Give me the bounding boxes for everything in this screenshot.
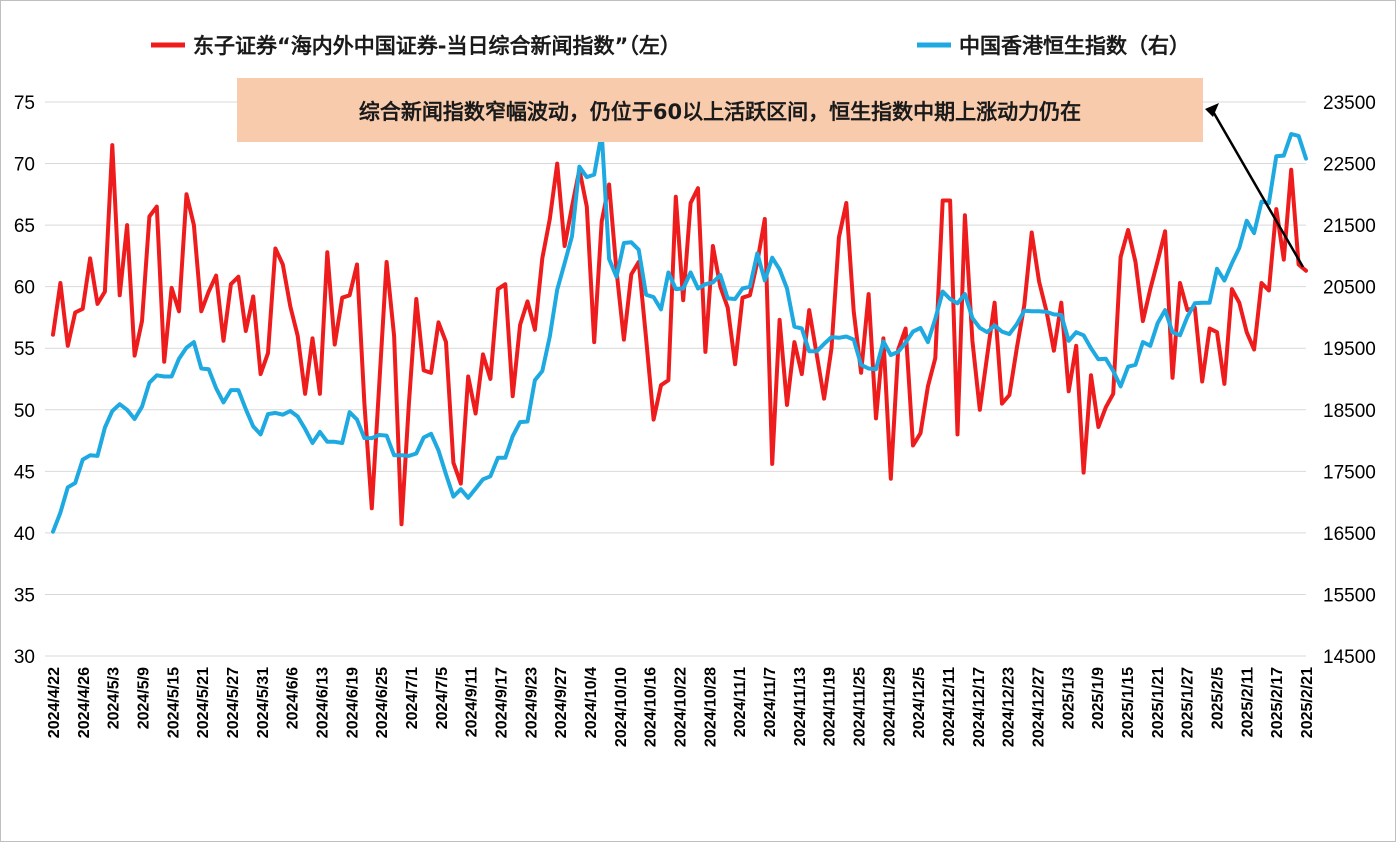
series-lines — [51, 130, 1308, 534]
x-tick-label: 2024/5/31 — [255, 667, 272, 738]
right-tick-label: 23500 — [1323, 93, 1376, 114]
x-tick-label: 2024/10/16 — [643, 667, 660, 747]
x-tick-label: 2024/6/25 — [374, 667, 391, 738]
x-tick-label: 2024/11/29 — [881, 667, 898, 746]
x-tick-label: 2025/1/27 — [1180, 667, 1197, 738]
left-axis: 30 35 40 45 50 55 60 65 70 75 — [14, 93, 35, 668]
x-tick-label: 2025/1/9 — [1090, 667, 1107, 729]
x-tick-label: 2024/12/27 — [1031, 667, 1048, 747]
x-tick-label: 2024/4/22 — [46, 667, 63, 738]
annotation: 综合新闻指数窄幅波动，仍位于60以上活跃区间，恒生指数中期上涨动力仍在 — [237, 78, 1305, 268]
left-tick-label: 60 — [14, 278, 35, 299]
x-tick-label: 2024/11/19 — [822, 667, 839, 746]
left-tick-label: 45 — [14, 462, 35, 483]
x-tick-label: 2024/10/4 — [583, 667, 600, 738]
left-tick-label: 30 — [14, 647, 35, 668]
x-tick-label: 2024/6/19 — [344, 667, 361, 738]
x-tick-label: 2024/9/27 — [553, 667, 570, 738]
x-tick-label: 2025/2/5 — [1210, 667, 1227, 729]
x-tick-label: 2024/11/1 — [732, 667, 749, 737]
x-tick-label: 2024/10/22 — [673, 667, 690, 747]
x-tick-label: 2024/5/3 — [106, 667, 123, 729]
right-tick-label: 20500 — [1323, 278, 1376, 299]
x-tick-label: 2024/10/28 — [702, 667, 719, 747]
left-tick-label: 65 — [14, 216, 35, 237]
x-tick-label: 2024/5/21 — [195, 667, 212, 738]
x-tick-label: 2025/1/21 — [1150, 667, 1167, 738]
x-tick-label: 2024/9/11 — [464, 667, 481, 737]
left-tick-label: 75 — [14, 93, 35, 114]
x-tick-label: 2024/12/11 — [941, 667, 958, 746]
x-tick-label: 2024/11/25 — [852, 667, 869, 746]
x-tick-label: 2024/5/15 — [165, 667, 182, 738]
x-tick-label: 2024/9/17 — [494, 667, 511, 738]
right-tick-label: 14500 — [1323, 647, 1376, 668]
x-tick-label: 2025/1/3 — [1060, 667, 1077, 729]
left-tick-label: 40 — [14, 524, 35, 545]
series-line-news-index — [51, 143, 1308, 527]
right-tick-label: 18500 — [1323, 401, 1376, 422]
right-tick-label: 22500 — [1323, 155, 1376, 176]
right-tick-label: 16500 — [1323, 524, 1376, 545]
annotation-arrow-head — [1205, 103, 1219, 117]
right-tick-label: 17500 — [1323, 462, 1376, 483]
x-tick-label: 2024/5/27 — [225, 667, 242, 738]
legend-label-news-index: 东子证券“海内外中国证券-当日综合新闻指数”（左） — [193, 34, 681, 58]
x-tick-label: 2024/11/13 — [792, 667, 809, 746]
x-tick-label: 2024/11/7 — [762, 667, 779, 737]
x-tick-label: 2024/10/10 — [613, 667, 630, 747]
left-tick-label: 35 — [14, 585, 35, 606]
left-tick-label: 70 — [14, 155, 35, 176]
right-tick-label: 15500 — [1323, 585, 1376, 606]
x-tick-label: 2024/7/1 — [404, 667, 421, 729]
right-axis: 14500 15500 16500 17500 18500 19500 20500 21500… — [1323, 93, 1376, 668]
x-tick-label: 2024/6/13 — [315, 667, 332, 738]
right-tick-label: 21500 — [1323, 216, 1376, 237]
x-tick-label: 2024/5/9 — [136, 667, 153, 729]
x-tick-label: 2024/6/6 — [285, 667, 302, 729]
x-tick-label: 2025/1/15 — [1120, 667, 1137, 738]
x-tick-label: 2024/12/23 — [1001, 667, 1018, 747]
annotation-text: 综合新闻指数窄幅波动，仍位于60以上活跃区间，恒生指数中期上涨动力仍在 — [359, 100, 1081, 124]
x-axis: 2024/4/22 2024/4/26 2024/5/3 2024/5/9 2024/5… — [46, 667, 1316, 747]
legend-label-hang-seng: 中国香港恒生指数（右） — [959, 34, 1190, 58]
left-tick-label: 55 — [14, 339, 35, 360]
series-line-hang-seng — [51, 130, 1308, 534]
x-tick-label: 2024/4/26 — [76, 667, 93, 738]
right-tick-label: 19500 — [1323, 339, 1376, 360]
x-tick-label: 2024/9/23 — [523, 667, 540, 738]
left-tick-label: 50 — [14, 401, 35, 422]
annotation-arrow-line — [1209, 107, 1305, 268]
x-tick-label: 2024/7/5 — [434, 667, 451, 729]
x-tick-label: 2025/2/17 — [1269, 667, 1286, 738]
annotation-box — [237, 78, 1203, 142]
x-tick-label: 2025/2/21 — [1299, 667, 1316, 738]
x-tick-label: 2024/12/5 — [911, 667, 928, 738]
legend: 东子证券“海内外中国证券-当日综合新闻指数”（左） 中国香港恒生指数（右） — [151, 34, 1190, 58]
x-tick-label: 2025/2/11 — [1239, 667, 1256, 737]
x-tick-label: 2024/12/17 — [971, 667, 988, 747]
